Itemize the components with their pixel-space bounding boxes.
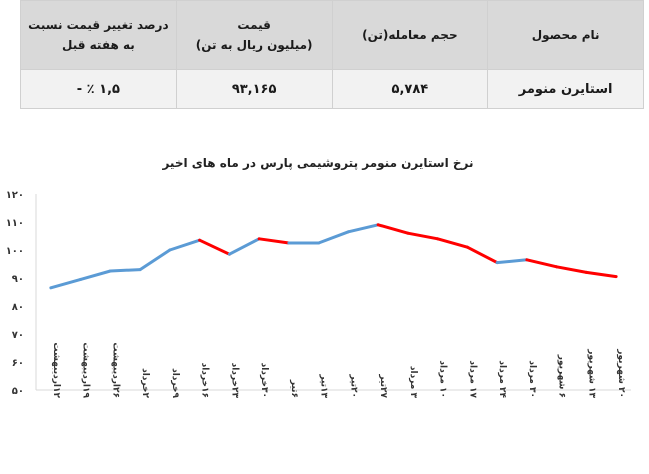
series-segment <box>555 265 588 274</box>
cell-volume: ۵,۷۸۴ <box>331 69 489 109</box>
x-tick-label: ۲خرداد <box>140 368 150 398</box>
x-tick-label: ۲۶اردیبهشت <box>110 342 120 398</box>
header-volume: حجم معامله(تن) <box>331 0 489 70</box>
x-tick-label: ۳۰ مرداد <box>527 360 537 398</box>
header-price-line2: (میلیون ریال به تن) <box>195 38 313 52</box>
series-line <box>49 223 618 290</box>
x-tick-label: ۳۰خرداد <box>259 363 269 398</box>
x-tick-label: ۹خرداد <box>170 368 180 398</box>
y-tick-label: ۱۰۰ <box>6 246 24 257</box>
header-price-line1: قیمت <box>237 18 271 32</box>
y-tick-label: ۱۱۰ <box>6 218 24 229</box>
x-tick-label: ۱۳ شهریور <box>586 348 596 398</box>
series-segment <box>406 231 440 241</box>
x-tick-label: ۲۰ شهریور <box>616 348 626 398</box>
x-tick-label: ۱۲اردیبهشت <box>51 342 61 398</box>
x-tick-label: ۳ مرداد <box>408 366 418 399</box>
series-segment <box>346 223 380 234</box>
x-tick-label: ۲۴ مرداد <box>497 360 507 398</box>
series-segment <box>525 258 559 269</box>
x-tick-label: ۱۹اردیبهشت <box>81 342 91 398</box>
header-change: درصد تغییر قیمت نسبت به هفته قبل <box>20 0 177 70</box>
cell-product: استایرن منومر <box>487 69 644 109</box>
x-ticks: ۱۲اردیبهشت ۱۹اردیبهشت ۲۶اردیبهشت ۲خرداد ۹خرد… <box>51 342 626 398</box>
cell-change: ۱,۵ ٪ - <box>20 69 177 109</box>
header-product: نام محصول <box>487 0 644 70</box>
x-tick-label: ۱۶خرداد <box>200 363 210 398</box>
series-segment <box>168 238 202 252</box>
price-line-chart: نرخ استایرن منومر پتروشیمی پارس در ماه ه… <box>6 156 631 399</box>
series-segment <box>317 230 350 245</box>
y-tick-label: ۹۰ <box>12 274 24 285</box>
price-table: نام محصول حجم معامله(تن) قیمت (میلیون ری… <box>20 0 644 109</box>
header-price: قیمت (میلیون ریال به تن) <box>175 0 333 70</box>
x-tick-label: ۱۷ مرداد <box>467 360 477 398</box>
x-tick-label: ۶تیر <box>289 379 299 398</box>
y-ticks: ۱۲۰ ۱۱۰ ۱۰۰ ۹۰ ۸۰ ۷۰ ۶۰ ۵۰ <box>6 190 24 397</box>
x-tick-label: ۶ شهریور <box>557 354 567 398</box>
x-tick-label: ۲۳خرداد <box>229 363 239 399</box>
series-segment <box>49 277 83 290</box>
series-segment <box>584 270 618 279</box>
x-tick-label: ۱۰ مرداد <box>438 360 448 398</box>
table-header-row: نام محصول حجم معامله(تن) قیمت (میلیون ری… <box>20 0 644 70</box>
x-tick-label: ۱۳تیر <box>319 373 329 398</box>
y-tick-label: ۵۰ <box>12 386 24 397</box>
series-segment <box>376 223 410 235</box>
series-segment <box>198 238 231 256</box>
series-segment <box>436 237 469 249</box>
series-segment <box>227 237 261 256</box>
y-tick-label: ۱۲۰ <box>6 190 24 201</box>
chart-title: نرخ استایرن منومر پتروشیمی پارس در ماه ه… <box>161 156 473 171</box>
series-segment <box>257 237 291 245</box>
series-segment <box>495 258 529 265</box>
series-segment <box>138 248 172 272</box>
table-row: استایرن منومر ۵,۷۸۴ ۹۳,۱۶۵ ۱,۵ ٪ - <box>20 69 644 109</box>
series-segment <box>79 269 112 281</box>
series-segment <box>465 245 499 265</box>
cell-price: ۹۳,۱۶۵ <box>175 69 333 109</box>
y-tick-label: ۸۰ <box>12 302 24 313</box>
x-tick-label: ۲۰تیر <box>348 373 358 398</box>
y-tick-label: ۷۰ <box>12 330 24 341</box>
series-segment <box>108 268 142 273</box>
x-tick-label: ۲۷تیر <box>378 373 388 398</box>
y-tick-label: ۶۰ <box>12 358 24 369</box>
